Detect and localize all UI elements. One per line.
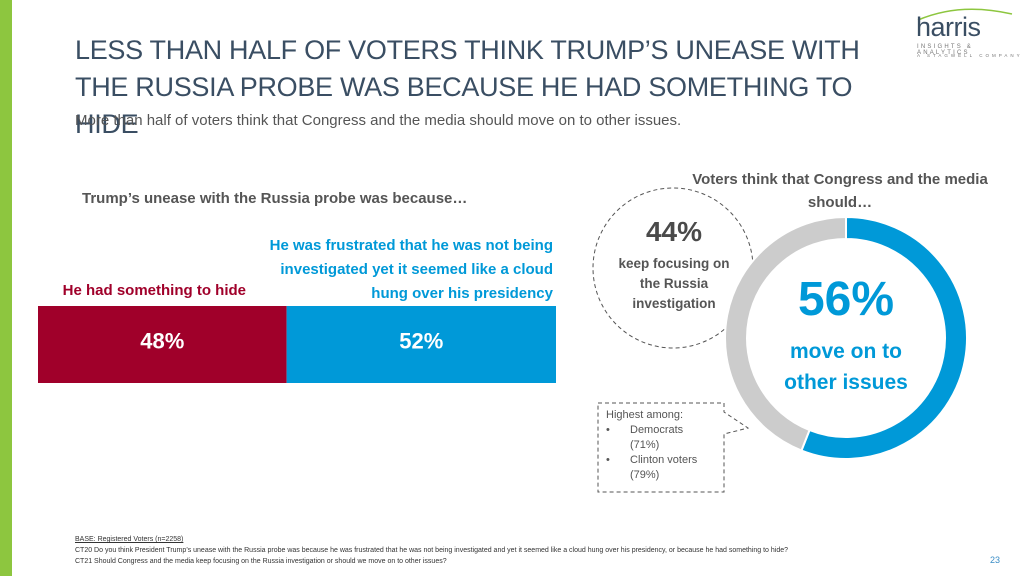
bar-segment — [286, 306, 556, 383]
donut-value-label: 44% — [645, 216, 703, 247]
donut-slice — [724, 215, 847, 452]
callout-heading: Highest among: — [606, 409, 684, 421]
logo-name: harris — [916, 12, 981, 42]
donut-category-label: keep focusing on the Russia investigatio… — [618, 256, 730, 311]
bar-segment — [38, 306, 287, 383]
series-label: He had something to hide — [62, 282, 246, 299]
callout-box — [597, 402, 750, 493]
subtitle: More than half of voters think that Cong… — [75, 112, 682, 129]
item-share: (71%) — [630, 439, 660, 451]
item-label: Democrats — [630, 424, 684, 436]
page-number: 23 — [990, 555, 1001, 565]
logo-tagline: INSIGHTS & ANALYTICS — [917, 44, 974, 56]
marks: 48% 52% — [38, 215, 968, 460]
footnote: CT21 Should Congress and the media keep … — [75, 558, 447, 565]
item-share: (79%) — [630, 469, 660, 481]
bar-chart-title: Trump’s unease with the Russia probe was… — [82, 190, 468, 207]
donut-value-label: 56% — [797, 273, 895, 326]
donut-category-label: move on to other issues — [784, 340, 908, 394]
footnote: CT20 Do you think President Trump’s unea… — [75, 547, 788, 554]
series-label: He was frustrated that he was not being … — [269, 237, 553, 302]
footnotes: BASE: Registered Voters (n=2258) CT20 Do… — [75, 534, 788, 567]
accent-bar — [0, 0, 12, 576]
logo-company: A STAGWELL COMPANY — [917, 53, 1023, 58]
donut-title: Voters think that Congress and the media… — [692, 171, 988, 211]
segment-label: 52% — [399, 328, 443, 353]
callout-item: • Democrats (71%) — [606, 423, 697, 453]
segment-label: 48% — [140, 328, 184, 353]
callout: Highest among: • Democrats (71%) • Clint… — [606, 408, 697, 483]
title: LESS THAN HALF OF VOTERS THINK TRUMP’S U… — [75, 35, 860, 139]
logo-swoosh — [917, 8, 1013, 21]
item-label: Clinton voters — [630, 454, 698, 466]
footnote-base: BASE: Registered Voters (n=2258) — [75, 536, 184, 543]
callout-item: • Clinton voters (79%) — [606, 454, 698, 481]
